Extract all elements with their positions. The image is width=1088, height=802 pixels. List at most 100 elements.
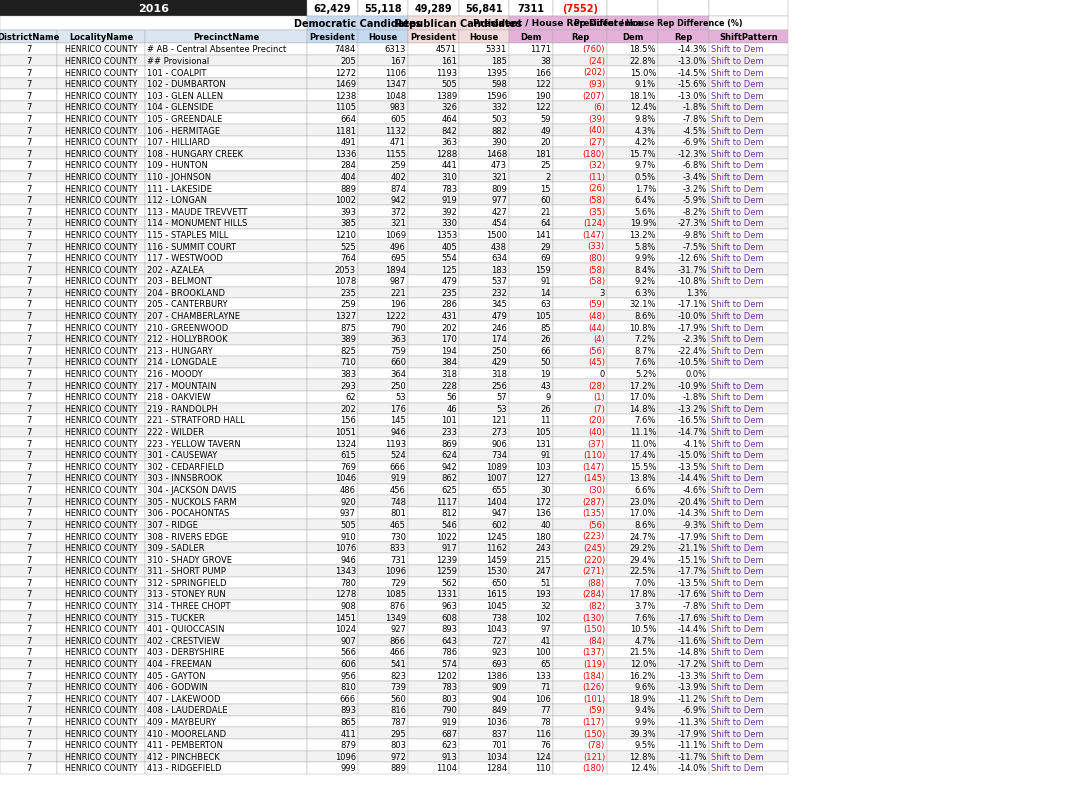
Text: (82): (82) [588, 602, 605, 610]
Text: HENRICO COUNTY: HENRICO COUNTY [65, 172, 137, 182]
Text: -14.3%: -14.3% [678, 508, 707, 517]
Text: 486: 486 [339, 485, 356, 495]
Bar [145, 253, 307, 264]
Bar [553, 391, 607, 403]
Text: 7: 7 [26, 208, 32, 217]
Bar [0, 345, 57, 357]
Bar [509, 472, 553, 484]
Text: 7: 7 [26, 764, 32, 772]
Bar [0, 136, 57, 148]
Bar [459, 102, 509, 113]
Text: 608: 608 [441, 613, 457, 622]
Text: 29.2%: 29.2% [630, 544, 656, 553]
Bar [459, 635, 509, 646]
Bar [709, 160, 788, 172]
Bar [408, 623, 459, 635]
Text: 7: 7 [26, 253, 32, 263]
Text: 111 - LAKESIDE: 111 - LAKESIDE [147, 184, 212, 193]
Bar [408, 646, 459, 658]
Text: 1530: 1530 [486, 566, 507, 576]
Text: Shift to Dem: Shift to Dem [710, 532, 764, 541]
Text: 105: 105 [535, 427, 551, 436]
Text: 505: 505 [341, 520, 356, 529]
Bar [459, 391, 509, 403]
Bar [509, 415, 553, 427]
Bar [408, 751, 459, 762]
Text: 9.4%: 9.4% [635, 706, 656, 715]
Text: -16.5%: -16.5% [678, 416, 707, 425]
Bar [509, 670, 553, 681]
Text: -31.7%: -31.7% [678, 265, 707, 274]
Text: 17.4%: 17.4% [630, 451, 656, 460]
Bar [307, 31, 358, 44]
Text: 57: 57 [496, 393, 507, 402]
Bar [607, 276, 658, 287]
Text: 7.6%: 7.6% [634, 358, 656, 367]
Bar [57, 195, 145, 206]
Bar [307, 739, 358, 751]
Text: Shift to Dem: Shift to Dem [710, 717, 764, 726]
Bar [459, 79, 509, 91]
Text: 946: 946 [391, 427, 406, 436]
Bar [658, 287, 709, 299]
Text: 15.5%: 15.5% [630, 462, 656, 472]
Text: -5.9%: -5.9% [683, 196, 707, 205]
Text: 78: 78 [541, 717, 551, 726]
Text: 393: 393 [339, 208, 356, 217]
Text: 32.1%: 32.1% [630, 300, 656, 309]
Bar [553, 508, 607, 519]
Bar [145, 415, 307, 427]
Text: -22.4%: -22.4% [678, 346, 707, 355]
Text: 181: 181 [535, 149, 551, 159]
Text: 345: 345 [491, 300, 507, 309]
Bar [0, 716, 57, 727]
Text: 431: 431 [441, 312, 457, 321]
Text: 889: 889 [390, 764, 406, 772]
Text: 790: 790 [391, 323, 406, 332]
Text: 7: 7 [26, 578, 32, 587]
Bar [607, 31, 658, 44]
Text: 41: 41 [541, 636, 551, 645]
Bar [459, 67, 509, 79]
Text: HENRICO COUNTY: HENRICO COUNTY [65, 115, 137, 124]
Text: 405: 405 [442, 242, 457, 251]
Bar [408, 716, 459, 727]
Text: 330: 330 [441, 219, 457, 228]
Bar [0, 623, 57, 635]
Text: 9.7%: 9.7% [634, 161, 656, 170]
Text: 100: 100 [535, 648, 551, 657]
Text: 1193: 1193 [385, 439, 406, 448]
Text: 7: 7 [26, 602, 32, 610]
Bar [658, 577, 709, 589]
Bar [145, 334, 307, 345]
Bar [145, 368, 307, 380]
Bar [709, 44, 788, 55]
Text: 809: 809 [491, 184, 507, 193]
Text: HENRICO COUNTY: HENRICO COUNTY [65, 277, 137, 286]
Text: 1162: 1162 [486, 544, 507, 553]
Text: 727: 727 [491, 636, 507, 645]
Text: 1259: 1259 [436, 566, 457, 576]
Bar [607, 646, 658, 658]
Bar [408, 635, 459, 646]
Bar [408, 508, 459, 519]
Bar [0, 427, 57, 438]
Text: 479: 479 [441, 277, 457, 286]
Bar [57, 368, 145, 380]
Text: HENRICO COUNTY: HENRICO COUNTY [65, 184, 137, 193]
Bar [145, 716, 307, 727]
Text: HENRICO COUNTY: HENRICO COUNTY [65, 636, 137, 645]
Bar [459, 415, 509, 427]
Bar [307, 322, 358, 334]
Text: -7.5%: -7.5% [683, 242, 707, 251]
Bar [553, 542, 607, 553]
Text: 1104: 1104 [436, 764, 457, 772]
Bar [509, 79, 553, 91]
Text: Shift to Dem: Shift to Dem [710, 670, 764, 680]
Text: 305 - NUCKOLS FARM: 305 - NUCKOLS FARM [147, 497, 236, 506]
Text: (126): (126) [583, 683, 605, 691]
Text: Shift to Dem: Shift to Dem [710, 219, 764, 228]
Text: 105: 105 [535, 312, 551, 321]
Bar [709, 380, 788, 391]
Bar [408, 368, 459, 380]
